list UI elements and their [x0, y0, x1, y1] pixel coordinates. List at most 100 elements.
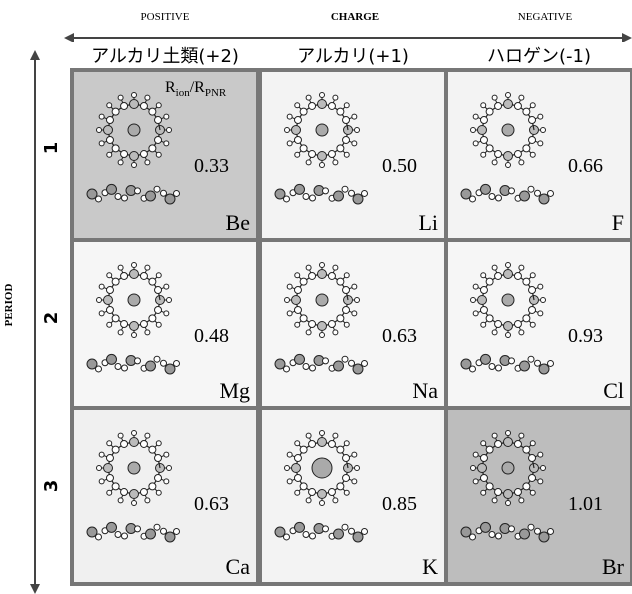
side-atom: [173, 359, 180, 367]
atom: [139, 439, 148, 448]
side-atom: [488, 362, 496, 370]
side-atom: [519, 190, 530, 202]
column-header-cell: [260, 42, 446, 70]
atom: [351, 451, 358, 458]
side-atom: [534, 359, 541, 367]
side-atom: [173, 189, 180, 197]
side-atom: [274, 188, 286, 200]
atom: [154, 116, 163, 125]
atom: [299, 277, 308, 286]
side-atom: [322, 525, 329, 533]
atom: [148, 314, 157, 323]
atom: [144, 432, 151, 439]
side-atom: [527, 523, 535, 531]
side-atom: [145, 528, 156, 540]
atom: [503, 437, 513, 447]
element: K: [422, 554, 438, 579]
side-atom: [160, 189, 167, 197]
row-label-cell: [42, 70, 72, 240]
atom: [537, 283, 544, 290]
side-atom: [527, 355, 535, 363]
atom: [120, 488, 129, 497]
atom: [293, 116, 302, 125]
side-atom: [173, 527, 180, 535]
side-atom: [134, 357, 141, 365]
atom: [351, 310, 358, 317]
atom: [529, 272, 536, 279]
atom: [354, 465, 360, 471]
atom: [528, 305, 537, 314]
atom: [477, 295, 487, 305]
atom: [522, 482, 531, 491]
atom: [518, 94, 525, 101]
atom: [144, 94, 151, 101]
atom: [317, 489, 327, 499]
atom: [117, 264, 124, 271]
element: F: [612, 210, 624, 235]
ratio-value: 0.66: [568, 155, 603, 177]
atom: [327, 271, 336, 280]
atom: [166, 297, 172, 303]
ion: [311, 457, 333, 479]
atom: [129, 437, 139, 447]
atom: [144, 264, 151, 271]
atom: [491, 497, 498, 504]
atom: [336, 107, 345, 116]
atom: [342, 286, 351, 295]
atom: [351, 113, 358, 120]
atom: [293, 135, 302, 144]
atom: [503, 321, 513, 331]
atom: [286, 451, 293, 458]
atom: [294, 440, 301, 447]
element: Cl: [603, 378, 624, 403]
atom: [291, 463, 301, 473]
atom: [291, 125, 301, 135]
atom: [139, 488, 148, 497]
side-atom: [519, 360, 530, 372]
atom: [294, 102, 301, 109]
atom: [319, 332, 325, 338]
atom: [529, 151, 536, 158]
side-atom: [460, 526, 472, 538]
atom: [148, 144, 157, 153]
atom: [103, 295, 113, 305]
side-atom: [121, 532, 128, 540]
side-atom: [480, 183, 491, 195]
atom: [513, 320, 522, 329]
element: Ca: [226, 554, 251, 579]
side-atom: [274, 526, 286, 538]
cell: [258, 406, 448, 586]
side-atom: [469, 195, 476, 203]
side-atom: [309, 364, 316, 372]
atom: [477, 125, 487, 135]
atom: [332, 264, 339, 271]
side-atom: [538, 363, 550, 375]
atom: [106, 151, 113, 158]
atom: [513, 101, 522, 110]
atom: [154, 454, 163, 463]
atom: [317, 151, 327, 161]
atom: [117, 329, 124, 336]
atom: [117, 94, 124, 101]
side-atom: [283, 365, 290, 373]
atom: [319, 500, 325, 506]
atom: [139, 271, 148, 280]
atom: [479, 286, 488, 295]
atom: [491, 264, 498, 271]
side-atom: [352, 363, 364, 375]
atom: [477, 463, 487, 473]
atom: [308, 439, 317, 448]
atom: [522, 277, 531, 286]
atom: [518, 329, 525, 336]
atom: [106, 440, 113, 447]
side-atom: [294, 521, 305, 533]
atom: [308, 150, 317, 159]
positive-label: POSITIVE: [141, 11, 190, 23]
ion: [127, 461, 141, 475]
atom: [144, 497, 151, 504]
atom: [98, 451, 105, 458]
atom: [139, 150, 148, 159]
atom: [317, 437, 327, 447]
column-header: アルカリ土類(+2): [91, 46, 239, 67]
